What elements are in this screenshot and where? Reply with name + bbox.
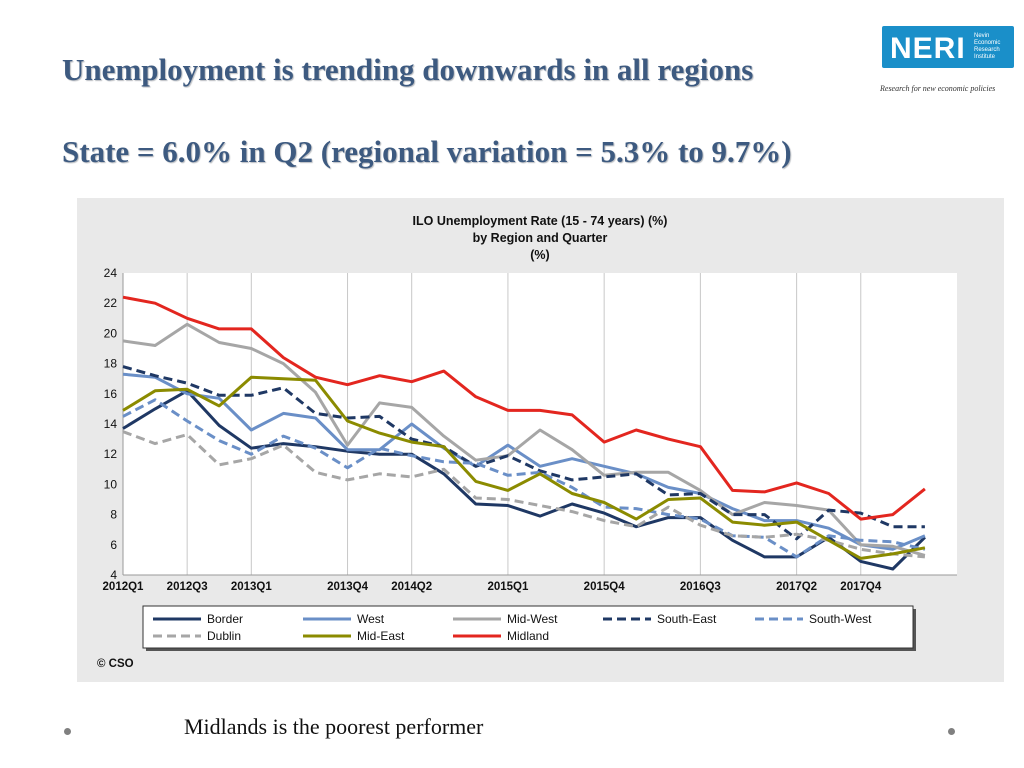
x-tick-label: 2015Q4 bbox=[584, 581, 626, 593]
logo-name-line: Research bbox=[974, 47, 1000, 53]
x-tick-label: 2014Q2 bbox=[391, 581, 432, 593]
y-tick-label: 4 bbox=[110, 568, 117, 582]
legend-label: Dublin bbox=[207, 629, 241, 643]
y-tick-label: 16 bbox=[104, 387, 118, 401]
bullet-left bbox=[64, 728, 71, 735]
y-tick-label: 10 bbox=[104, 477, 118, 491]
y-tick-label: 24 bbox=[104, 266, 118, 280]
legend-label: Mid-West bbox=[507, 612, 558, 626]
neri-logo: NERI Nevin Economic Research Institute R… bbox=[880, 22, 1020, 102]
legend-label: Border bbox=[207, 612, 243, 626]
x-tick-label: 2013Q1 bbox=[231, 581, 273, 593]
x-tick-label: 2012Q3 bbox=[167, 581, 208, 593]
series-line-south-west bbox=[122, 398, 926, 559]
legend-box bbox=[142, 605, 914, 649]
legend-label: South-West bbox=[809, 612, 872, 626]
chart-title-line: by Region and Quarter bbox=[473, 231, 608, 245]
y-tick-label: 18 bbox=[104, 357, 118, 371]
x-tick-label: 2017Q2 bbox=[776, 581, 817, 593]
series-line-mid-east bbox=[122, 375, 926, 560]
series-line-mid-west bbox=[122, 322, 926, 557]
logo-name-line: Nevin bbox=[974, 33, 990, 39]
slide-footnote: Midlands is the poorest performer bbox=[184, 714, 484, 739]
y-tick-label: 22 bbox=[104, 296, 118, 310]
chart-panel: ILO Unemployment Rate (15 - 74 years) (%… bbox=[77, 198, 1004, 682]
x-tick-label: 2017Q4 bbox=[840, 581, 882, 593]
series-line-border bbox=[122, 389, 926, 571]
logo-box: NERI Nevin Economic Research Institute bbox=[882, 26, 1014, 68]
legend-label: West bbox=[357, 612, 385, 626]
y-tick-label: 6 bbox=[110, 538, 117, 552]
bullet-right bbox=[948, 728, 955, 735]
x-tick-label: 2013Q4 bbox=[327, 581, 369, 593]
series-line-midland bbox=[122, 295, 926, 521]
chart-title-line: ILO Unemployment Rate (15 - 74 years) (%… bbox=[413, 214, 668, 228]
x-tick-label: 2012Q1 bbox=[103, 581, 145, 593]
logo-institute-name: Nevin Economic Research Institute bbox=[974, 33, 1014, 61]
x-tick-label: 2016Q3 bbox=[680, 581, 721, 593]
legend-label: South-East bbox=[657, 612, 717, 626]
slide-title: Unemployment is trending downwards in al… bbox=[62, 52, 754, 87]
y-tick-label: 12 bbox=[104, 447, 118, 461]
logo-tagline: Research for new economic policies bbox=[880, 84, 996, 93]
y-tick-label: 20 bbox=[104, 326, 118, 340]
x-tick-label: 2015Q1 bbox=[487, 581, 529, 593]
legend-label: Mid-East bbox=[357, 629, 405, 643]
series-line-west bbox=[122, 372, 926, 551]
y-tick-label: 14 bbox=[104, 417, 118, 431]
y-tick-label: 8 bbox=[110, 508, 117, 522]
series-line-south-east bbox=[122, 365, 925, 541]
logo-name-line: Institute bbox=[974, 54, 996, 60]
slide-subtitle: State = 6.0% in Q2 (regional variation =… bbox=[62, 134, 792, 169]
chart-title-line: (%) bbox=[530, 248, 549, 262]
legend-label: Midland bbox=[507, 629, 549, 643]
logo-mark: NERI bbox=[890, 32, 966, 65]
logo-name-line: Economic bbox=[974, 40, 1001, 46]
chart-source: © CSO bbox=[97, 658, 134, 670]
unemployment-line-chart: ILO Unemployment Rate (15 - 74 years) (%… bbox=[103, 214, 957, 651]
